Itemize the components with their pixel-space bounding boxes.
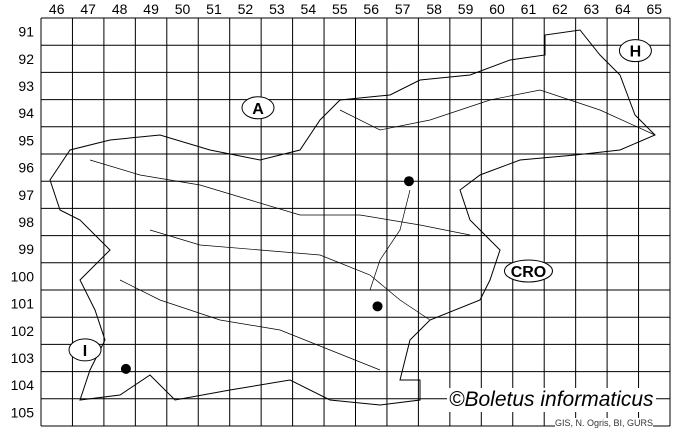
row-label: 101 — [11, 296, 35, 312]
row-label: 94 — [18, 105, 34, 121]
row-label: 105 — [11, 404, 35, 420]
column-label: 62 — [552, 1, 568, 17]
column-label: 64 — [615, 1, 631, 17]
column-label: 46 — [49, 1, 65, 17]
country-label-oval — [241, 96, 275, 120]
country-outline — [49, 29, 656, 406]
column-label: 61 — [521, 1, 537, 17]
row-label: 92 — [18, 51, 34, 67]
grid — [40, 17, 671, 427]
row-label: 100 — [11, 268, 35, 284]
column-label: 53 — [269, 1, 285, 17]
row-label: 96 — [18, 160, 34, 176]
column-label: 55 — [332, 1, 348, 17]
column-label: 54 — [301, 1, 317, 17]
rivers — [89, 89, 656, 371]
column-label: 65 — [646, 1, 662, 17]
record-dot — [403, 176, 414, 187]
column-label: 56 — [363, 1, 379, 17]
row-label: 95 — [18, 132, 34, 148]
column-label: 57 — [395, 1, 411, 17]
country-label: I — [83, 343, 87, 360]
record-markers — [120, 176, 414, 374]
country-label-oval — [503, 259, 553, 283]
country-label: CRO — [511, 264, 547, 281]
row-label: 98 — [18, 214, 34, 230]
column-label: 48 — [112, 1, 128, 17]
column-label: 50 — [175, 1, 191, 17]
record-dot — [120, 363, 131, 374]
source-text: GIS, N. Ogris, BI, GURS — [555, 418, 654, 428]
country-label: H — [630, 44, 642, 61]
row-label: 99 — [18, 241, 34, 257]
column-label: 60 — [489, 1, 505, 17]
copyright-text: ©Boletus informaticus — [447, 388, 656, 412]
record-dot — [372, 301, 383, 312]
column-label: 58 — [426, 1, 442, 17]
column-label: 49 — [143, 1, 159, 17]
column-label: 47 — [80, 1, 96, 17]
row-label: 104 — [11, 377, 35, 393]
country-label: A — [252, 101, 264, 118]
column-label: 52 — [238, 1, 254, 17]
country-label-oval — [618, 39, 652, 63]
column-label: 51 — [206, 1, 222, 17]
row-label: 91 — [18, 24, 34, 40]
row-label: 93 — [18, 78, 34, 94]
row-label: 103 — [11, 350, 35, 366]
column-label: 59 — [458, 1, 474, 17]
axis-labels: 46 47 48 49 50 51 52 53 54 55 56 57 58 59 60 61 62 63 64 65… — [11, 1, 663, 420]
country-label-oval — [68, 338, 102, 362]
column-label: 63 — [584, 1, 600, 17]
row-label: 97 — [18, 187, 34, 203]
row-label: 102 — [11, 323, 35, 339]
country-labels: A H CRO I — [68, 39, 652, 362]
